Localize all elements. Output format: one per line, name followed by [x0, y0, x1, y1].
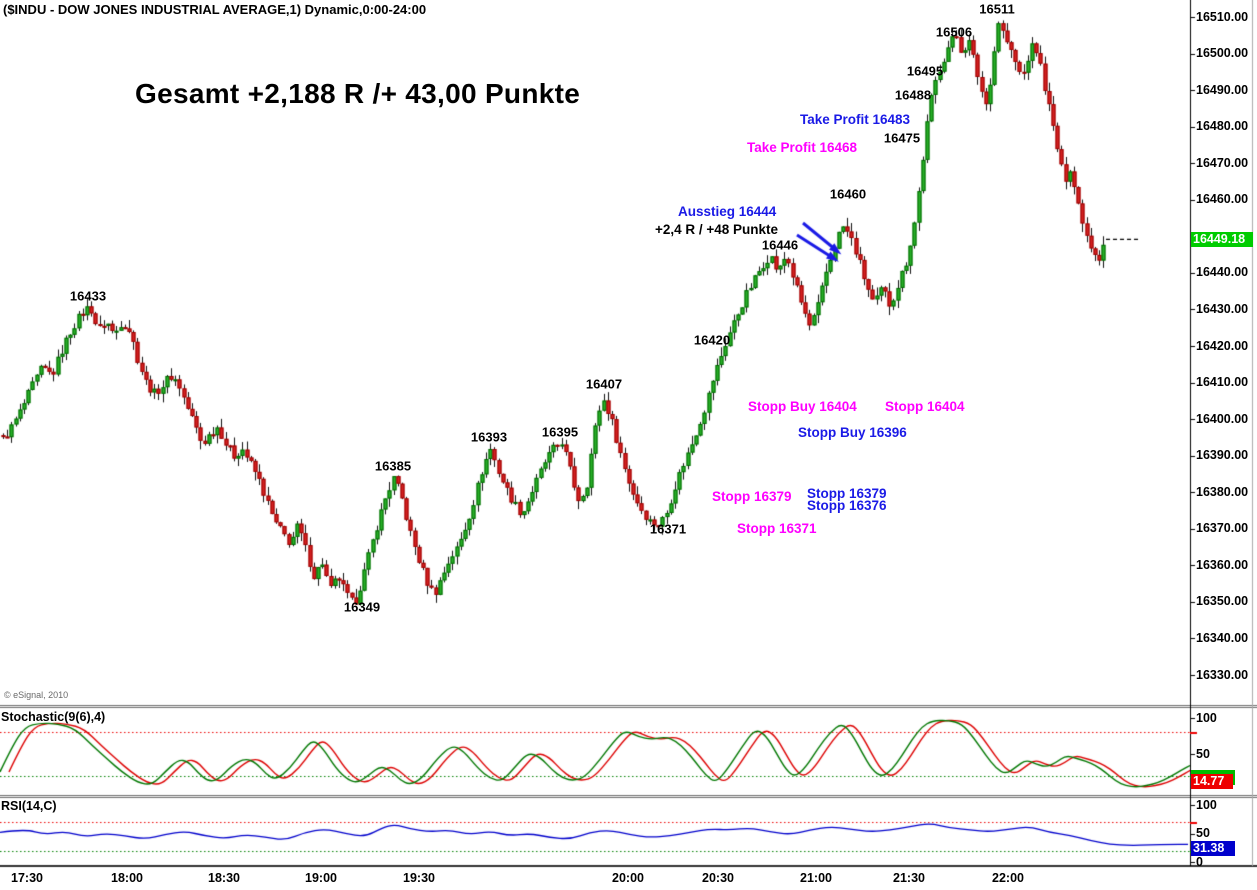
price-axis-label: 16490.00 — [1196, 83, 1249, 97]
rsi-value-badge: 31.38 — [1191, 841, 1235, 856]
trade-float-label: +2,4 R / +48 Punkte — [655, 222, 779, 237]
trade-float-label: Stopp Buy 16396 — [798, 425, 907, 440]
time-axis-label: 19:00 — [305, 871, 337, 885]
price-peak-label: 16475 — [883, 130, 921, 146]
rsi-axis-label: 100 — [1196, 798, 1217, 812]
price-peak-label: 16349 — [343, 599, 381, 615]
trade-float-label: Take Profit 16468 — [747, 140, 858, 155]
price-peak-label: 16371 — [649, 521, 687, 537]
rsi-panel-label: RSI(14,C) — [1, 799, 57, 813]
price-axis-label: 16350.00 — [1196, 594, 1249, 608]
current-price-badge: 16449.18 — [1191, 232, 1253, 247]
time-axis-label: 20:30 — [702, 871, 734, 885]
price-peak-label: 16433 — [69, 288, 107, 304]
price-axis-label: 16330.00 — [1196, 668, 1249, 682]
rsi-axis-label: 50 — [1196, 826, 1210, 840]
time-axis-label: 22:00 — [992, 871, 1024, 885]
price-axis-label: 16480.00 — [1196, 119, 1249, 133]
price-axis-label: 16500.00 — [1196, 46, 1249, 60]
trade-float-label: Stopp 16371 — [737, 521, 817, 536]
price-axis-label: 16470.00 — [1196, 156, 1249, 170]
window-title: ($INDU - DOW JONES INDUSTRIAL AVERAGE,1)… — [3, 2, 427, 17]
time-axis-label: 18:00 — [111, 871, 143, 885]
price-axis-label: 16360.00 — [1196, 558, 1249, 572]
price-axis-label: 16400.00 — [1196, 412, 1249, 426]
price-axis-label: 16430.00 — [1196, 302, 1249, 316]
esignal-watermark: © eSignal, 2010 — [4, 690, 69, 700]
price-axis-label: 16440.00 — [1196, 265, 1249, 279]
price-axis-label: 16420.00 — [1196, 339, 1249, 353]
price-peak-label: 16393 — [470, 429, 508, 445]
price-axis-label: 16410.00 — [1196, 375, 1249, 389]
stochastic-panel-label: Stochastic(9(6),4) — [1, 710, 106, 724]
price-peak-label: 16385 — [374, 458, 412, 474]
time-axis-label: 19:30 — [403, 871, 435, 885]
rsi-axis-label: 0 — [1196, 855, 1203, 869]
price-peak-label: 16495 — [906, 63, 944, 79]
time-axis-label: 18:30 — [208, 871, 240, 885]
time-axis-label: 21:30 — [893, 871, 925, 885]
stochastic-axis-label: 50 — [1196, 747, 1210, 761]
price-peak-label: 16506 — [935, 24, 973, 40]
price-axis-label: 16510.00 — [1196, 10, 1249, 24]
price-peak-label: 16511 — [979, 1, 1015, 17]
trade-float-label: Stopp Buy 16404 — [748, 399, 857, 414]
stochastic-axis-label: 100 — [1196, 711, 1217, 725]
summary-banner: Gesamt +2,188 R /+ 43,00 Punkte — [135, 78, 581, 109]
trade-float-label: Ausstieg 16444 — [678, 204, 777, 219]
price-axis-label: 16340.00 — [1196, 631, 1249, 645]
trade-float-label: Stopp 16379 — [712, 489, 792, 504]
price-peak-label: 16446 — [761, 237, 799, 253]
price-peak-label: 16420 — [693, 332, 731, 348]
price-peak-label: 16460 — [829, 186, 867, 202]
trade-float-label: Stopp 16404 — [885, 399, 965, 414]
time-axis-label: 17:30 — [11, 871, 43, 885]
trade-float-label: Stopp 16376 — [807, 498, 887, 513]
trade-float-label: Take Profit 16483 — [800, 112, 911, 127]
price-axis-label: 16390.00 — [1196, 448, 1249, 462]
time-axis-label: 20:00 — [612, 871, 644, 885]
price-axis-label: 16370.00 — [1196, 521, 1249, 535]
trade-float-label: Stopp 16379 — [807, 486, 887, 501]
price-peak-label: 16407 — [585, 376, 623, 392]
price-axis-label: 16380.00 — [1196, 485, 1249, 499]
price-axis-label: 16460.00 — [1196, 192, 1249, 206]
time-axis-label: 21:00 — [800, 871, 832, 885]
price-peak-label: 16488 — [894, 87, 932, 103]
stochastic-value-badge: 14.77 — [1191, 774, 1233, 789]
price-peak-label: 16395 — [541, 424, 579, 440]
